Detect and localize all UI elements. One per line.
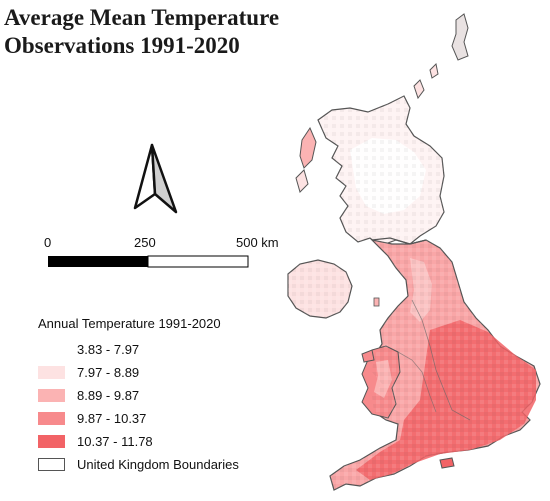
boundary-swatch (38, 458, 65, 471)
map-title: Average Mean Temperature Observations 19… (4, 4, 304, 60)
legend-label: 7.97 - 8.89 (77, 365, 140, 380)
legend-swatch (38, 389, 65, 402)
legend-label: 8.89 - 9.87 (77, 388, 140, 403)
map-title-line-2: Observations 1991-2020 (4, 33, 240, 58)
north-arrow-icon (133, 143, 178, 214)
legend-swatch (38, 343, 65, 356)
legend-label: 9.87 - 10.37 (77, 411, 147, 426)
scale-tick-250: 250 (134, 235, 156, 250)
scale-tick-500: 500 km (236, 235, 279, 250)
map-title-line-1: Average Mean Temperature (4, 5, 280, 30)
legend-item: 8.89 - 9.87 (38, 384, 239, 407)
scotland-region (295, 13, 469, 247)
legend-boundary-label: United Kingdom Boundaries (77, 457, 239, 472)
scale-tick-0: 0 (44, 235, 52, 250)
legend-swatch (38, 435, 65, 448)
legend-item: 3.83 - 7.97 (38, 338, 239, 361)
legend: Annual Temperature 1991-2020 3.83 - 7.97… (38, 316, 239, 476)
legend-item: 7.97 - 8.89 (38, 361, 239, 384)
england-wales-region (329, 239, 541, 491)
scale-bar (48, 255, 249, 268)
legend-swatch (38, 366, 65, 379)
legend-swatch (38, 412, 65, 425)
legend-item: 10.37 - 11.78 (38, 430, 239, 453)
legend-label: 3.83 - 7.97 (77, 342, 140, 357)
northern-ireland-region (287, 259, 353, 319)
legend-item: 9.87 - 10.37 (38, 407, 239, 430)
legend-title: Annual Temperature 1991-2020 (38, 316, 221, 331)
border-line (371, 237, 427, 245)
legend-label: 10.37 - 11.78 (77, 434, 153, 449)
legend-item-boundary: United Kingdom Boundaries (38, 453, 239, 476)
